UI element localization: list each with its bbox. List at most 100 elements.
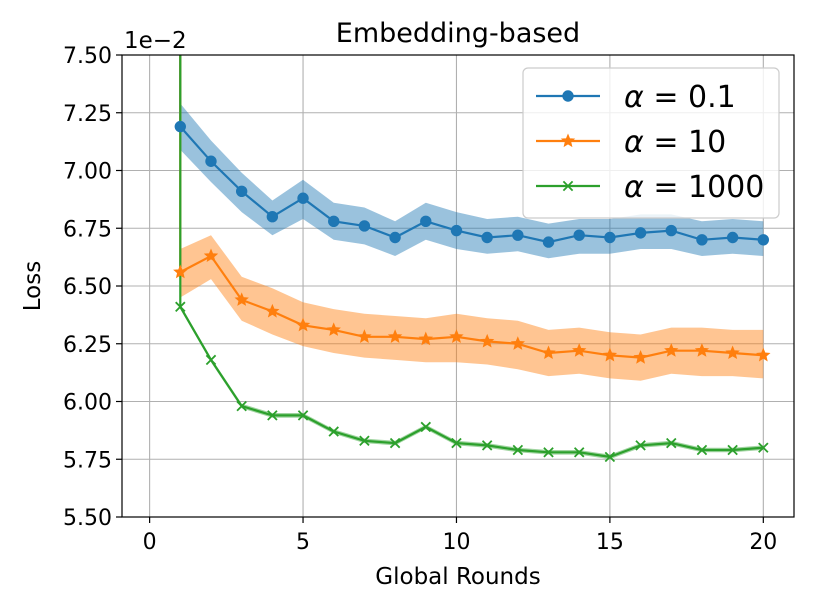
series-markers <box>173 120 771 463</box>
data-point <box>541 345 556 360</box>
x-tick-label: 20 <box>749 530 777 555</box>
data-point <box>727 444 738 456</box>
data-point <box>328 215 340 228</box>
data-point <box>236 400 247 412</box>
legend-label-symbol: α <box>624 170 644 205</box>
data-point <box>665 224 677 237</box>
data-point <box>358 220 371 232</box>
x-tick-label: 15 <box>596 530 624 555</box>
legend-label-value: 10 <box>688 125 726 160</box>
data-point <box>173 264 188 279</box>
data-point <box>481 440 493 451</box>
data-point <box>479 333 495 348</box>
data-point <box>357 329 372 343</box>
data-point <box>389 231 401 244</box>
data-point <box>694 343 710 357</box>
legend-label-symbol: α <box>624 125 644 160</box>
series-line <box>179 306 764 459</box>
legend-label: α = 0.1 <box>624 80 736 115</box>
legend-swatch-marker <box>560 133 576 148</box>
y-tick-label: 6.00 <box>63 391 112 416</box>
data-point <box>512 229 524 241</box>
data-point <box>634 227 647 239</box>
x-tick-label: 5 <box>296 530 310 555</box>
data-point <box>420 421 432 433</box>
data-point <box>481 231 493 244</box>
chart-title: Embedding-based <box>336 18 580 49</box>
data-point <box>512 444 524 456</box>
x-tick-label: 10 <box>442 530 470 555</box>
data-point <box>295 317 311 332</box>
legend-box <box>522 67 780 219</box>
data-point <box>633 350 648 364</box>
data-point <box>756 347 771 362</box>
x-axis-ticks: 0 5 10 15 20 <box>143 517 777 555</box>
data-point <box>174 120 187 133</box>
data-point <box>235 185 248 197</box>
data-point <box>666 437 677 449</box>
data-point <box>543 447 554 458</box>
confidence-band <box>180 103 764 259</box>
data-point <box>757 234 770 246</box>
data-point <box>326 322 341 336</box>
series-lines <box>179 55 764 459</box>
y-tick-label: 7.00 <box>63 160 112 185</box>
data-point <box>726 231 739 244</box>
y-tick-label: 6.50 <box>63 275 112 300</box>
data-point <box>696 234 708 246</box>
legend-label-value: 0.1 <box>688 80 736 115</box>
series-line <box>179 254 764 359</box>
x-tick-label: 0 <box>143 530 157 555</box>
data-point <box>234 292 249 306</box>
data-point <box>266 211 279 223</box>
data-point <box>573 447 585 458</box>
data-point <box>387 329 403 343</box>
data-point <box>389 437 401 449</box>
legend-label-equals: = <box>644 80 688 115</box>
y-tick-label: 5.50 <box>63 506 112 531</box>
data-point <box>604 451 616 463</box>
data-point <box>635 440 646 451</box>
data-point <box>205 155 217 167</box>
data-point <box>664 343 679 357</box>
data-point <box>267 410 278 421</box>
data-point <box>572 343 587 357</box>
data-point <box>265 303 280 318</box>
legend-swatch-marker <box>562 180 574 192</box>
legend-label-value: 1000 <box>688 170 764 205</box>
data-point <box>418 331 434 346</box>
y-axis-label: Loss <box>20 261 46 311</box>
confidence-band <box>180 235 764 381</box>
y-scale-note: 1e−2 <box>124 28 187 54</box>
data-point <box>297 192 309 204</box>
data-point <box>449 329 464 343</box>
y-tick-label: 7.25 <box>63 102 112 127</box>
legend-swatch-marker <box>562 90 574 102</box>
x-axis-label: Global Rounds <box>375 564 540 590</box>
data-point <box>175 301 186 313</box>
data-point <box>758 442 769 453</box>
data-point <box>450 224 463 237</box>
legend-label: α = 10 <box>624 125 726 160</box>
data-point <box>542 236 555 248</box>
y-tick-label: 6.75 <box>63 217 112 242</box>
data-point <box>602 347 618 362</box>
data-point <box>359 435 370 447</box>
legend-label: α = 1000 <box>624 170 764 205</box>
y-tick-label: 7.50 <box>63 44 112 69</box>
data-point <box>328 426 339 437</box>
y-tick-label: 6.25 <box>63 333 112 358</box>
legend-label-symbol: α <box>624 80 644 115</box>
data-point <box>297 410 309 421</box>
legend-label-equals: = <box>644 170 688 205</box>
data-point <box>725 345 740 360</box>
y-tick-label: 5.75 <box>63 448 112 473</box>
confidence-bands <box>180 103 764 460</box>
legend: α = 0.1α = 10α = 1000 <box>522 67 780 219</box>
data-point <box>510 336 525 350</box>
legend-label-equals: = <box>644 125 688 160</box>
data-point <box>604 231 616 244</box>
data-point <box>205 354 217 366</box>
data-point <box>573 229 585 241</box>
